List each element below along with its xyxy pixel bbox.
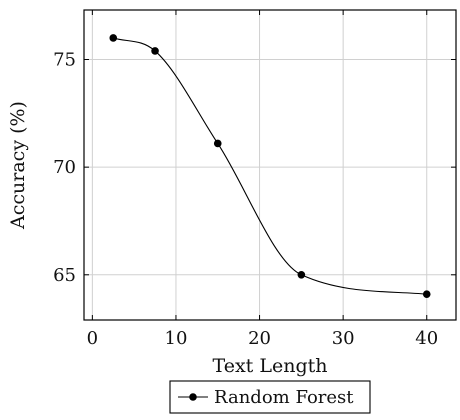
data-point	[109, 34, 118, 42]
x-tick-label: 0	[87, 328, 98, 349]
axis-labels: 0 10 20 30 40 65 70 75 Text Length Accuracy (%)	[7, 50, 438, 377]
data-point	[297, 270, 306, 279]
y-tick-label: 70	[53, 157, 76, 178]
data-point	[213, 139, 222, 148]
ticks	[84, 10, 456, 320]
x-tick-label: 40	[415, 328, 438, 349]
legend-marker	[189, 393, 197, 401]
data-point	[422, 290, 431, 298]
data-point	[151, 47, 159, 55]
y-tick-label: 75	[53, 50, 76, 71]
series-line	[113, 37, 427, 295]
legend-label: Random Forest	[214, 387, 354, 408]
x-tick-label: 10	[165, 328, 188, 349]
plot-frame	[83, 9, 457, 321]
x-tick-label: 30	[332, 328, 355, 349]
series-layer	[109, 34, 431, 298]
grid	[84, 10, 456, 320]
y-tick-label: 65	[53, 265, 76, 286]
x-tick-label: 20	[248, 328, 271, 349]
x-axis-label: Text Length	[213, 355, 328, 377]
legend: Random Forest	[169, 380, 371, 414]
y-axis-label: Accuracy (%)	[7, 101, 29, 230]
